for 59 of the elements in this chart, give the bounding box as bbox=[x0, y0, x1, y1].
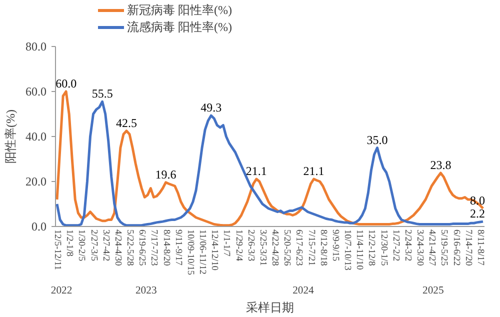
legend-label: 新冠病毒 阳性率(%) bbox=[127, 2, 232, 19]
data-label: 35.0 bbox=[366, 132, 388, 147]
data-label: 21.1 bbox=[246, 164, 267, 178]
x-tick-label: 3/27-4/2 bbox=[100, 230, 110, 262]
x-tick-label: 6/16-6/22 bbox=[450, 230, 461, 266]
x-tick-label: 12/30-1/5 bbox=[378, 230, 388, 266]
text: 2025 bbox=[422, 286, 444, 296]
x-tick-label: 5/19-5/25 bbox=[438, 230, 449, 266]
x-tick-label: 1/27-2/2 bbox=[390, 230, 400, 262]
data-label: 19.6 bbox=[155, 167, 176, 182]
x-tick-label: 4/24-4/30 bbox=[112, 230, 122, 266]
data-label: 21.1 bbox=[303, 164, 324, 178]
data-label: 42.5 bbox=[116, 116, 137, 130]
x-tick-label: 5/22-5/28 bbox=[124, 230, 135, 266]
x-tick-label: 3/24-3/30 bbox=[414, 230, 425, 266]
x-tick-label: 2/24-3/2 bbox=[402, 230, 412, 262]
x-tick-label: 8/12-8/18 bbox=[318, 230, 328, 266]
x-tick-label: 5/20-5/26 bbox=[282, 230, 292, 266]
x-tick-label: 8/11-8/17 bbox=[474, 230, 485, 266]
x-tick-label: 12/2-12/8 bbox=[366, 230, 376, 266]
legend-label: 流感病毒 阳性率(%) bbox=[127, 18, 232, 36]
y-tick-label: 40.0 bbox=[26, 130, 46, 144]
data-label: 60.0 bbox=[56, 76, 77, 90]
data-label: 49.3 bbox=[200, 100, 222, 115]
x-tick-label: 2/26-3/3 bbox=[245, 230, 256, 262]
x-tick-label: 9/9-9/15 bbox=[330, 230, 340, 262]
x-axis-title: 采样日期 bbox=[246, 300, 294, 314]
data-label: 55.5 bbox=[92, 86, 113, 101]
x-tick-label: 4/22-4/28 bbox=[270, 230, 280, 266]
x-tick-label: 1/30-2/5 bbox=[76, 230, 86, 262]
x-tick-label: 7/14-7/20 bbox=[462, 230, 473, 266]
y-tick-label: 20.0 bbox=[26, 174, 46, 188]
x-tick-label: 1/29-2/4 bbox=[233, 230, 244, 262]
x-tick-label: 6/17-6/23 bbox=[294, 230, 304, 266]
x-tick-label: 12/5-12/11 bbox=[52, 230, 62, 270]
text: 2024 bbox=[292, 286, 315, 296]
x-tick-label: 4/21-4/27 bbox=[426, 230, 437, 266]
y-tick-label: 60.0 bbox=[26, 84, 46, 98]
y-tick-label: 0.0 bbox=[32, 220, 46, 234]
data-label: 23.8 bbox=[430, 158, 452, 172]
x-tick-label: 10/7-10/13 bbox=[342, 230, 352, 271]
y-axis-title: 阳性率(%) bbox=[4, 109, 18, 164]
x-tick-label: 6/19-6/25 bbox=[136, 230, 147, 266]
text: 2023 bbox=[135, 286, 157, 296]
x-tick-label: 1/1-1/7 bbox=[221, 230, 232, 257]
x-tick-label: 12/4-12/10 bbox=[209, 230, 220, 271]
y-tick-label: 80.0 bbox=[26, 40, 46, 54]
x-tick-label: 7/17-7/23 bbox=[148, 230, 159, 266]
data-label: 2.2 bbox=[470, 206, 485, 221]
x-tick-label: 11/4-11/10 bbox=[354, 230, 364, 270]
x-tick-label: 10/09-10/15 bbox=[184, 230, 195, 276]
x-tick-label: 3/25-3/31 bbox=[257, 230, 268, 266]
x-tick-label: 11/06-11/12 bbox=[197, 230, 208, 275]
x-tick-label: 2/27-3/5 bbox=[88, 230, 98, 262]
x-tick-label: 9/11-9/17 bbox=[172, 230, 183, 266]
text: 2022 bbox=[50, 286, 72, 296]
x-tick-label: 7/15-7/21 bbox=[306, 230, 316, 266]
x-tick-label: 1/2-1/8 bbox=[64, 230, 74, 257]
x-tick-label: 8/14-8/20 bbox=[160, 230, 171, 266]
